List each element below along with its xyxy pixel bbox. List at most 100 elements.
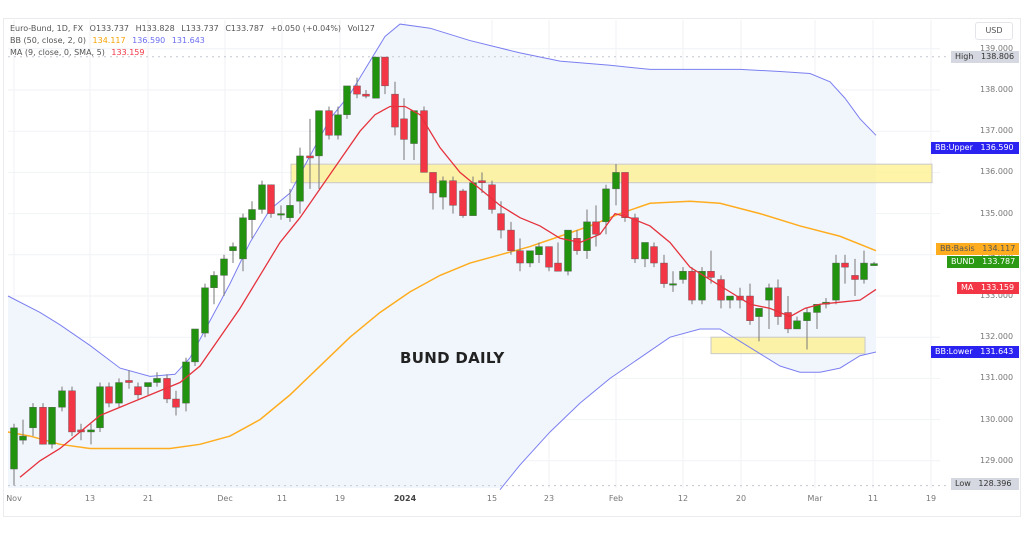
candle-body [210, 275, 218, 288]
time-tick: Mar [807, 494, 823, 503]
candle-body [488, 184, 496, 210]
candle-body [258, 184, 266, 210]
legend-open: O133.737 [89, 24, 130, 33]
price-tick: 139.000 [980, 43, 1014, 53]
candle-body [803, 312, 811, 321]
candle-body [870, 263, 878, 266]
bb-lower-label-value: 131.643 [980, 347, 1014, 356]
candle-body [784, 312, 792, 330]
bb-lower-value: 131.643 [171, 36, 205, 45]
candle-body [343, 85, 351, 115]
candle-body [39, 407, 47, 445]
candle-body [58, 390, 66, 408]
price-tick: 136.000 [980, 167, 1014, 177]
bb-basis-price-label: BB:Basis 134.117 [936, 243, 1019, 255]
time-tick: 19 [925, 494, 937, 503]
bb-basis-label-text: BB:Basis [940, 244, 975, 253]
candle-body [545, 246, 553, 268]
candle-body [774, 287, 782, 317]
price-tick: 131.000 [980, 373, 1014, 383]
bb-upper-label-text: BB:Upper [935, 143, 973, 152]
candle-body [459, 190, 467, 216]
chart-annotation: BUND DAILY [400, 349, 505, 367]
legend-low: L133.737 [181, 24, 219, 33]
ma-line [19, 105, 877, 478]
legend-close: C133.787 [225, 24, 264, 33]
candle-body [449, 180, 457, 206]
legend-ohlc: Euro-Bund, 1D, FX O133.737 H133.828 L133… [10, 24, 379, 33]
candle-body [535, 246, 543, 255]
currency-button[interactable]: USD [975, 22, 1013, 40]
high-label-value: 138.806 [981, 52, 1015, 61]
candle-body [87, 429, 95, 433]
price-tick: 135.000 [980, 208, 1014, 218]
candle-body [469, 182, 477, 216]
time-tick: 23 [543, 494, 555, 503]
candle-body [439, 180, 447, 198]
price-tick: 132.000 [980, 332, 1014, 342]
ma-value: 133.159 [111, 48, 145, 57]
candle-body [277, 213, 285, 216]
candle-body [325, 110, 333, 136]
candle-body [267, 184, 275, 214]
candle-body [201, 287, 209, 334]
time-tick: 2024 [393, 494, 417, 503]
candle-body [832, 262, 840, 301]
candle-body [10, 427, 18, 470]
candle-body [746, 295, 754, 321]
candle-body [296, 155, 304, 202]
price-tick: 138.000 [980, 85, 1014, 94]
time-tick: Nov [6, 494, 22, 503]
bb-basis-label-value: 134.117 [982, 244, 1016, 253]
candle-body [793, 320, 801, 330]
candle-body [48, 407, 56, 445]
candle-body [650, 246, 658, 264]
candle-body [229, 246, 237, 251]
low-label-value: 128.396 [978, 479, 1012, 488]
candle-body [860, 262, 868, 280]
candle-body [660, 262, 668, 284]
ma-price-label: MA 133.159 [957, 282, 1019, 294]
candle-body [507, 229, 515, 251]
legend-symbol: Euro-Bund, 1D, FX [10, 24, 84, 33]
candle-body [841, 262, 849, 268]
price-tick: 137.000 [980, 126, 1014, 136]
candle-body [612, 172, 620, 190]
candle-body [755, 308, 763, 317]
candle-body [478, 180, 486, 183]
candle-body [286, 205, 294, 218]
time-tick: Dec [217, 494, 233, 503]
candle-body [68, 390, 76, 433]
candle-body [29, 407, 37, 429]
candle-body [497, 213, 505, 231]
time-tick: 15 [486, 494, 498, 503]
candle-body [621, 172, 629, 218]
candle-body [420, 110, 428, 173]
bund-price-label: BUND 133.787 [947, 256, 1019, 268]
legend-bb[interactable]: BB (50, close, 2, 0) 134.117 136.590 131… [10, 36, 209, 45]
candle-body [381, 56, 389, 87]
low-label-text: Low [955, 479, 971, 488]
bb-label: BB (50, close, 2, 0) [10, 36, 86, 45]
candle-body [144, 382, 152, 387]
candle-body [353, 85, 361, 95]
candle-body [717, 279, 725, 301]
candle-body [583, 221, 591, 251]
bb-lower-label-text: BB:Lower [935, 347, 973, 356]
candle-body [315, 110, 323, 157]
candle-body [191, 328, 199, 363]
time-tick: 21 [142, 494, 154, 503]
candle-body [372, 56, 380, 99]
legend-ma[interactable]: MA (9, close, 0, SMA, 5) 133.159 [10, 48, 148, 57]
candle-body [153, 378, 161, 383]
candle-body [679, 271, 687, 280]
time-tick: 20 [735, 494, 747, 503]
legend-volume: Vol127 [347, 24, 375, 33]
candle-body [669, 283, 677, 286]
candle-body [115, 382, 123, 404]
candle-body [573, 238, 581, 251]
candle-body [362, 93, 370, 97]
time-tick: 19 [334, 494, 346, 503]
candle-body [631, 217, 639, 260]
